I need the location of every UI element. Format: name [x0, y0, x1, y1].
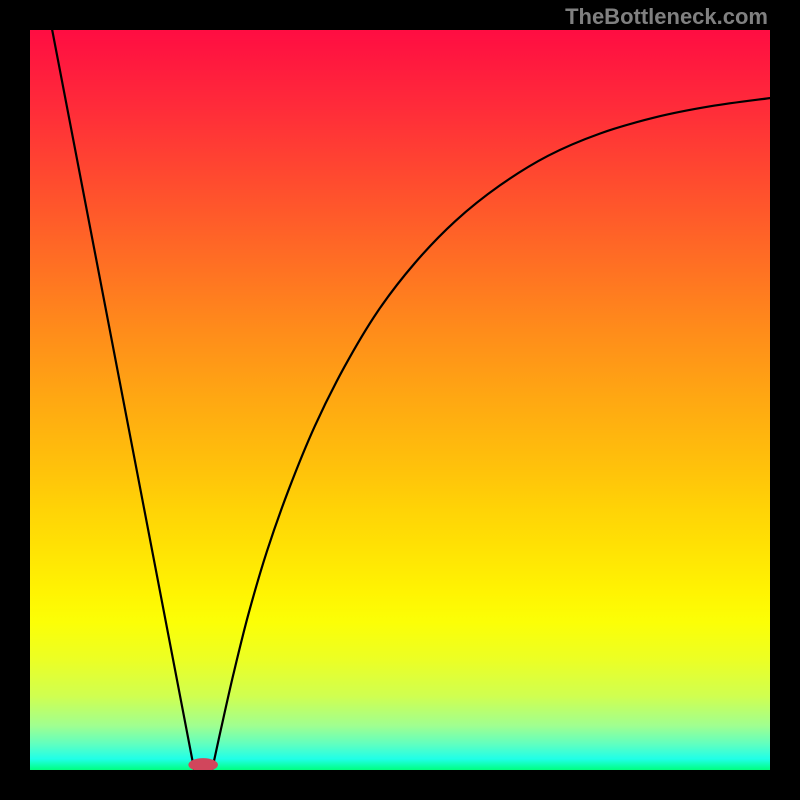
- plot-area: [30, 30, 770, 770]
- watermark-text: TheBottleneck.com: [565, 4, 768, 30]
- curve-left-branch: [52, 30, 194, 770]
- curve-layer: [30, 30, 770, 770]
- bottleneck-chart: TheBottleneck.com: [0, 0, 800, 800]
- curve-right-branch: [212, 98, 770, 770]
